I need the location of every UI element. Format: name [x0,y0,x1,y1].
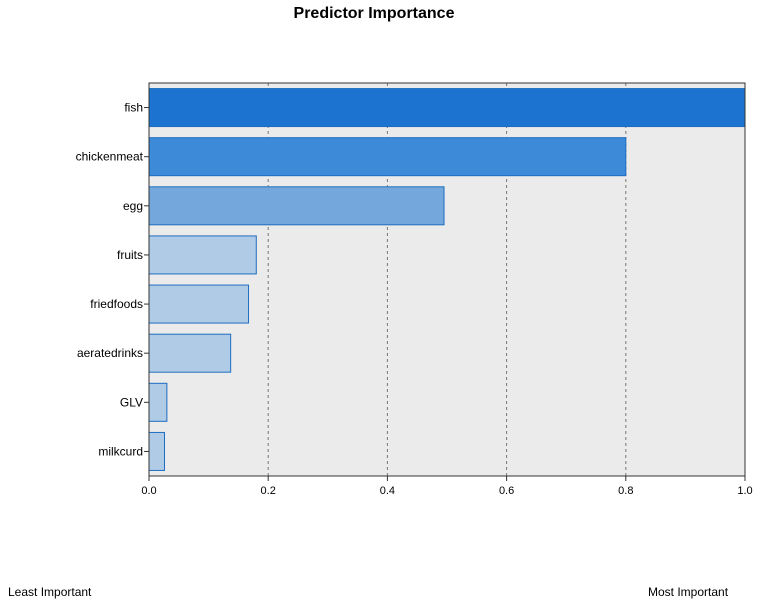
x-tick-label: 0.6 [499,485,514,497]
bars [148,88,746,471]
category-label-chickenmeat: chickenmeat [76,150,144,164]
bar-friedfoods [148,284,250,324]
plot-frame [148,82,746,477]
x-tick-label: 0.0 [141,485,156,497]
category-label-egg: egg [123,199,143,213]
category-label-fruits: fruits [117,248,143,262]
bar-milkcurd [148,431,165,471]
category-label-milkcurd: milkcurd [98,444,143,458]
y-axis: fish chickenmeat egg fruits friedfoods aerate… [76,101,149,458]
x-tick-label: 0.2 [261,485,276,497]
x-tick-label: 1.0 [737,485,752,497]
bar-aeratedrinks [148,333,232,373]
x-tick-label: 0.8 [618,485,633,497]
bar-fruits [148,235,257,275]
chart-title: Predictor Importance [293,5,455,22]
bar-glv [148,382,168,422]
bar-fish [148,88,746,128]
least-important-label: Least Important [8,585,92,599]
x-tick-label: 0.4 [380,485,395,497]
x-axis: 0.0 0.2 0.4 0.6 0.8 1.0 [141,476,753,497]
category-label-aeratedrinks: aeratedrinks [77,346,143,360]
most-important-label: Most Important [648,585,729,599]
category-label-friedfoods: friedfoods [90,297,143,311]
category-label-fish: fish [124,101,143,115]
category-label-glv: GLV [120,395,143,409]
bar-egg [148,186,445,226]
bar-chickenmeat [148,137,627,177]
